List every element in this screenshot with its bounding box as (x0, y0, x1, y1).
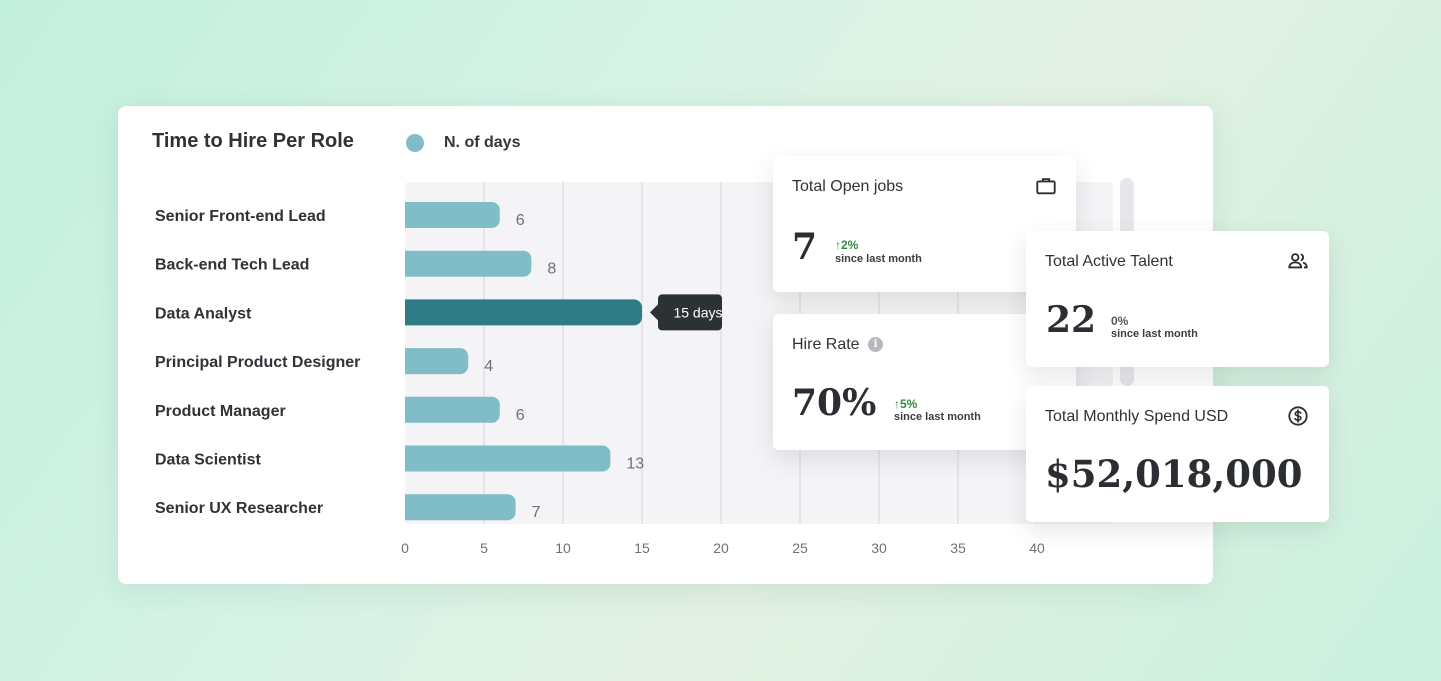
bar-value-label: 4 (484, 358, 493, 375)
tooltip-text: 15 days (673, 304, 722, 320)
bar-value-label: 8 (547, 261, 556, 278)
info-icon[interactable]: i (868, 337, 883, 352)
bar-product-manager[interactable] (405, 396, 500, 423)
open-jobs-delta: ↑2% (835, 238, 859, 252)
role-label: Senior UX Researcher (155, 500, 323, 517)
users-icon (1288, 253, 1308, 269)
bar-principal-product-designer[interactable] (405, 348, 469, 375)
role-label: Back-end Tech Lead (155, 257, 309, 274)
total-open-jobs-card[interactable]: Total Open jobs 7 ↑2% since last month (773, 156, 1076, 292)
monthly-spend-value: $52,018,000 (1045, 452, 1303, 496)
open-jobs-value: 7 (792, 226, 818, 268)
bar-value-label: 6 (516, 212, 525, 229)
chart-title: Time to Hire Per Role (152, 130, 354, 152)
hire-rate-value: 70% (792, 382, 877, 424)
total-monthly-spend-card[interactable]: Total Monthly Spend USD $52,018,000 (1026, 386, 1329, 522)
x-tick-label: 30 (871, 540, 887, 556)
bar-data-scientist[interactable] (405, 445, 611, 472)
chart-legend: N. of days (406, 134, 520, 152)
open-jobs-title: Total Open jobs (792, 178, 904, 195)
total-active-talent-card[interactable]: Total Active Talent 22 0% since last mon… (1026, 231, 1329, 367)
active-talent-value: 22 (1046, 299, 1097, 341)
briefcase-icon (1036, 178, 1056, 195)
bar-senior-front-end-lead[interactable] (405, 202, 500, 228)
role-label: Data Analyst (155, 305, 252, 322)
bar-value-label: 7 (532, 504, 541, 521)
role-label: Principal Product Designer (155, 354, 360, 371)
bar-value-label: 13 (626, 456, 644, 473)
open-jobs-delta-sub: since last month (835, 253, 922, 265)
role-label: Product Manager (155, 403, 286, 420)
hire-rate-delta-sub: since last month (894, 411, 981, 423)
x-tick-label: 15 (634, 540, 650, 556)
dollar-circle-icon (1288, 406, 1308, 426)
hire-rate-delta: ↑5% (894, 397, 918, 411)
x-tick-label: 0 (401, 540, 409, 556)
active-talent-title: Total Active Talent (1045, 253, 1173, 270)
x-tick-label: 25 (792, 540, 808, 556)
bar-back-end-tech-lead[interactable] (405, 250, 532, 277)
x-tick-label: 35 (950, 540, 966, 556)
role-label: Data Scientist (155, 452, 261, 469)
x-tick-label: 20 (713, 540, 729, 556)
active-talent-delta: 0% (1111, 314, 1129, 328)
hire-rate-title: Hire Rate (792, 336, 860, 353)
legend-label: N. of days (444, 134, 521, 151)
bar-value-label: 6 (516, 407, 525, 424)
x-tick-label: 40 (1029, 540, 1045, 556)
bar-data-analyst[interactable] (405, 299, 642, 326)
x-tick-label: 10 (555, 540, 571, 556)
hire-rate-card[interactable]: Hire Rate i 70% ↑5% since last month (773, 314, 1076, 450)
bar-senior-ux-researcher[interactable] (405, 494, 516, 521)
role-label: Senior Front-end Lead (155, 208, 326, 225)
monthly-spend-title: Total Monthly Spend USD (1045, 408, 1229, 425)
tooltip (650, 294, 722, 331)
legend-swatch (406, 134, 424, 152)
x-tick-label: 5 (480, 540, 488, 556)
active-talent-delta-sub: since last month (1111, 328, 1198, 340)
